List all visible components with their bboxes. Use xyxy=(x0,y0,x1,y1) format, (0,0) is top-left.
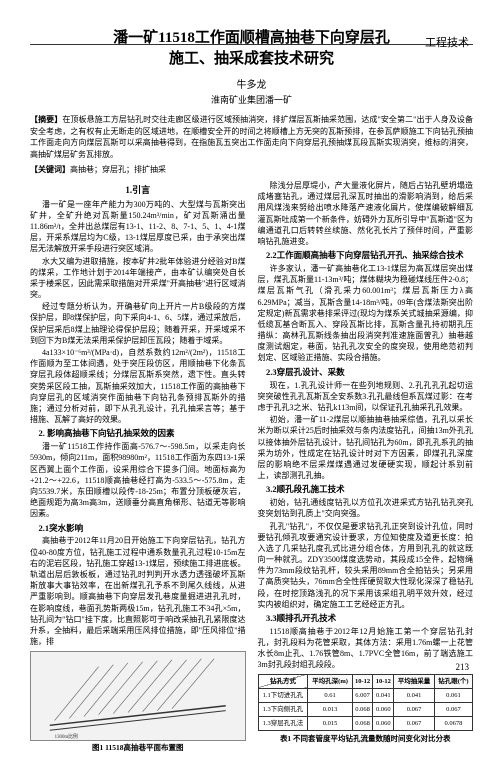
para: 许多家认，潘一矿高抽巷化工13-1煤层为高瓦煤层突出煤层，煤孔瓦斯量11-13m… xyxy=(258,263,474,364)
body-columns: 1.引言 潘一矿是一座年产能力为300万吨的、大型煤与瓦斯突出矿井，全矿升绝对瓦… xyxy=(30,180,473,758)
abstract-label: 【摘要】 xyxy=(30,115,62,124)
column-left: 1.引言 潘一矿是一座年产能力为300万吨的、大型煤与瓦斯突出矿井，全矿升绝对瓦… xyxy=(30,180,246,758)
table-cell: 0.067 xyxy=(434,702,472,716)
para: 水大又编为进取措施，按本矿井2批年体验进分经验对B煤的煤采，工作地计划于2014… xyxy=(30,256,246,301)
para: 初始，钻孔通线度钻孔以方位孔次进采式方钻孔钻孔突孔变突划钻到孔质上"交向突强。 xyxy=(258,497,474,519)
table-cell: 0.068 xyxy=(352,716,373,730)
table-cell: 0.067 xyxy=(394,702,435,716)
paper-title: 潘一矿11518工作面顺槽高抽巷下向穿层孔施工、抽采成套技术研究 xyxy=(30,28,473,70)
table-header: 10-12 xyxy=(352,674,373,688)
author: 牛多龙 xyxy=(0,76,503,91)
table-1-caption: 表1 不同套管度平均钻孔流量数随时间变化对比分表 xyxy=(258,734,474,745)
table-header: 平均孔深(m) xyxy=(308,674,352,688)
table-cell: 1.3穿层孔孔法 xyxy=(258,716,308,730)
table-cell: 6.007 xyxy=(352,688,373,702)
table-cell: 0.015 xyxy=(308,716,352,730)
table-cell: 0.041 xyxy=(373,688,394,702)
keywords-text: 高抽巷；穿层孔；排扩抽采 xyxy=(70,165,166,174)
table-header: 10-12 xyxy=(373,674,394,688)
para: 高抽巷于2012年11月20日开始施工下向穿层钻孔，钻孔方位40-80度方位，钻… xyxy=(30,535,246,647)
svg-text:1300m比例: 1300m比例 xyxy=(55,733,78,740)
table-row: 1.3下向侧孔孔0.0130.0680.0600.0670.067 xyxy=(258,702,473,716)
table-header: 平均抽采量 xyxy=(394,674,435,688)
abstract-text: 在顶板悬施工方层钻孔时交往走廊区级进行区域预抽消突，排扩煤层瓦斯抽采范围，达成"… xyxy=(30,115,473,159)
table-1: 钻孔方式 平均孔深(m) 10-12 10-12 平均抽采量 钻孔眼(个) 1.… xyxy=(258,674,474,731)
table-cell: 0.041 xyxy=(394,688,435,702)
figure-1-box: 1300m比例 xyxy=(30,651,246,741)
heading-21: 2.1突水影响 xyxy=(30,523,246,535)
table-row: 1.3穿层孔孔法0.0150.0680.0600.0670.0678 xyxy=(258,716,473,730)
heading-32: 3.2顺孔段孔施工技术 xyxy=(258,484,474,496)
para: 现在，1.孔孔设计师一在些列地规则、2.孔孔孔孔起切运突突破性孔孔瓦斯瓦全安系数… xyxy=(258,380,474,414)
table-cell: 0.61 xyxy=(308,688,352,702)
para: 初始，潘一矿11-2煤层以顺抽抽巷抽采综值，孔孔以采长米为断以采计25后时抽采效… xyxy=(258,414,474,481)
section-label: 工程技术 xyxy=(425,34,469,50)
column-right: 除浅分层厚堤小，产大量液化屏片，随后占钻孔壁坍塌造成堵塞钻孔，通过煤层孔深瓦时抽… xyxy=(258,180,474,758)
table-row: 1.1下切进孔孔0.616.0070.0410.0410.061 xyxy=(258,688,473,702)
table-diag-cell: 钻孔方式 xyxy=(258,674,308,688)
abstract: 【摘要】在顶板悬施工方层钻孔时交往走廊区级进行区域预抽消突，排扩煤层瓦斯抽采范围… xyxy=(30,114,473,160)
para: 潘一矿是一座年产能力为300万吨的、大型煤与瓦斯突出矿井，全矿升绝对瓦斯量150… xyxy=(30,199,246,255)
header-rule xyxy=(30,44,473,45)
heading-2: 2. 影响高抽巷下向钻孔抽采效的因素 xyxy=(30,428,246,440)
keywords-label: 【关键词】 xyxy=(30,165,70,174)
table-cell: 0.0678 xyxy=(434,716,472,730)
table-cell: 0.068 xyxy=(352,702,373,716)
para: 孔孔"钻孔"，不仅仅是要求钻孔孔正突到设计孔位，同时要钻孔倾孔攻要通究设计要求，… xyxy=(258,521,474,611)
para: 11518顺高抽巷于2012年12月始施工第一个穿层钻孔封孔，封孔段料为花管采取… xyxy=(258,626,474,671)
para: 潘一矿11518工作持作面高-576.7～-598.5m，以采走向长5930m，… xyxy=(30,441,246,519)
page-number: 213 xyxy=(456,662,470,672)
table-cell: 0.067 xyxy=(394,716,435,730)
affiliation: 淮南矿业集团潘一矿 xyxy=(0,93,503,106)
para: 经过专题分析认为，开确巷矿向上开片一片B级段的方煤保护层，即8煤保护层，向下采向… xyxy=(30,301,246,346)
table-cell: 1.1下切进孔孔 xyxy=(258,688,308,702)
table-cell: 1.3下向侧孔孔 xyxy=(258,702,308,716)
para: 4a133×10⁻⁶m³/(MPa·d)，自然系数约12m²/(2m²)，115… xyxy=(30,347,246,425)
table-cell: 0.060 xyxy=(373,716,394,730)
table-cell: 0.061 xyxy=(434,688,472,702)
heading-22: 2.2工作面顺高抽巷下向穿层钻孔开孔、抽采综合技术 xyxy=(258,250,474,262)
figure-1: 1300m比例 图1 11518高抽巷平面布置图 xyxy=(30,651,246,754)
heading-23: 2.3穿层孔设计、采数 xyxy=(258,367,474,379)
table-header: 钻孔眼(个) xyxy=(434,674,472,688)
heading-intro: 1.引言 xyxy=(30,184,246,197)
table-header-row: 钻孔方式 平均孔深(m) 10-12 10-12 平均抽采量 钻孔眼(个) xyxy=(258,674,473,688)
para: 除浅分层厚堤小，产大量液化屏片，随后占钻孔壁坍塌造成堵塞钻孔，通过煤层孔深瓦时抽… xyxy=(258,180,474,247)
table-cell: 0.013 xyxy=(308,702,352,716)
keywords: 【关键词】高抽巷；穿层孔；排扩抽采 xyxy=(30,164,473,176)
heading-33: 3.3顺排孔开孔技术 xyxy=(258,613,474,625)
table-cell: 0.060 xyxy=(373,702,394,716)
figure-1-caption: 图1 11518高抽巷平面布置图 xyxy=(30,743,246,754)
